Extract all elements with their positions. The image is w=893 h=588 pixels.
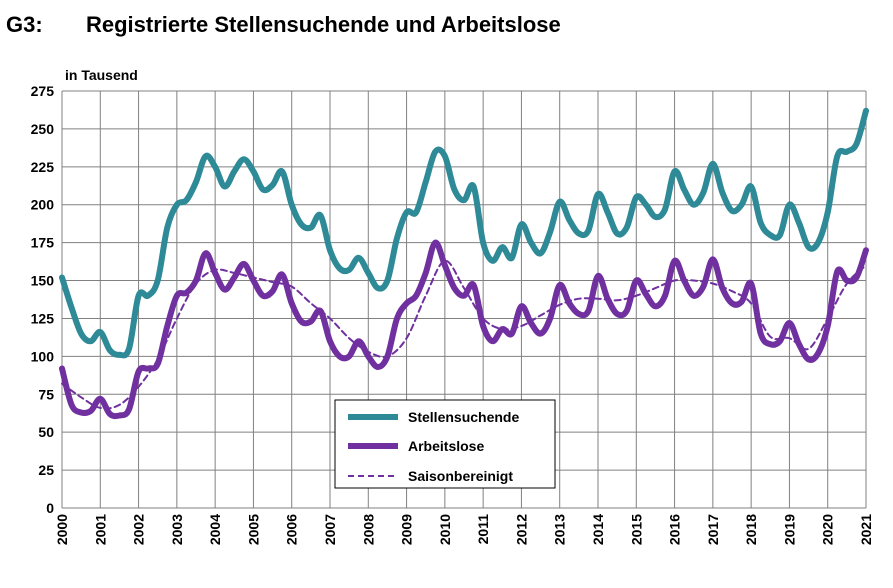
y-tick-labels: 0 25 50 75 100 125 150 175 200 225 250 275 bbox=[31, 83, 55, 516]
y-axis-unit-label: in Tausend bbox=[65, 67, 138, 83]
x-tick-label: 2004 bbox=[207, 514, 223, 545]
y-tick-label: 275 bbox=[31, 83, 55, 99]
x-tick-label: 2019 bbox=[781, 514, 797, 545]
series-line-saisonbereinigt bbox=[61, 259, 867, 410]
x-tick-label: 2011 bbox=[475, 514, 491, 545]
x-tick-label: 2002 bbox=[131, 514, 147, 545]
x-tick-label: 2008 bbox=[360, 514, 376, 545]
y-tick-label: 100 bbox=[31, 348, 55, 364]
x-tick-label: 2021 bbox=[858, 514, 874, 545]
y-tick-label: 150 bbox=[31, 273, 55, 289]
x-tick-label: 2017 bbox=[705, 514, 721, 545]
legend: Stellensuchende Arbeitslose Saisonberein… bbox=[334, 399, 556, 489]
y-tick-label: 0 bbox=[46, 500, 54, 516]
series-line-arbeitslose bbox=[59, 239, 869, 420]
x-tick-label: 2020 bbox=[820, 514, 836, 545]
series-lines bbox=[59, 107, 869, 420]
x-tick-labels: 2000 2001 2002 2003 2004 2005 2006 2007 2008 2009… bbox=[54, 514, 874, 545]
legend-label-arbeitslose: Arbeitslose bbox=[408, 438, 484, 454]
x-tick-label: 2000 bbox=[54, 514, 70, 545]
x-tick-label: 2003 bbox=[169, 514, 185, 545]
y-tick-label: 75 bbox=[38, 386, 54, 402]
y-tick-label: 25 bbox=[38, 462, 54, 478]
x-tick-label: 2009 bbox=[399, 514, 415, 545]
x-tick-label: 2005 bbox=[245, 514, 261, 545]
legend-label-stellensuchende: Stellensuchende bbox=[408, 409, 519, 425]
x-tick-label: 2015 bbox=[628, 514, 644, 545]
x-tick-label: 2016 bbox=[667, 514, 683, 545]
x-tick-label: 2006 bbox=[284, 514, 300, 545]
chart-header: G3: Registrierte Stellensuchende und Arbe… bbox=[6, 12, 561, 38]
x-tick-label: 2013 bbox=[552, 514, 568, 545]
chart-title: Registrierte Stellensuchende und Arbeits… bbox=[86, 12, 561, 37]
y-tick-label: 175 bbox=[31, 235, 55, 251]
x-tick-label: 2007 bbox=[322, 514, 338, 545]
legend-label-saisonbereinigt: Saisonbereinigt bbox=[408, 468, 513, 484]
y-tick-label: 50 bbox=[38, 424, 54, 440]
y-tick-label: 225 bbox=[31, 159, 55, 175]
figure-code: G3: bbox=[6, 12, 43, 37]
y-tick-label: 250 bbox=[31, 121, 55, 137]
y-tick-label: 125 bbox=[31, 310, 55, 326]
series-line-stellensuchende bbox=[59, 107, 869, 359]
y-tick-label: 200 bbox=[31, 197, 55, 213]
x-tick-label: 2018 bbox=[743, 514, 759, 545]
x-tick-label: 2014 bbox=[590, 514, 606, 545]
x-tick-label: 2012 bbox=[513, 514, 529, 545]
x-tick-label: 2010 bbox=[437, 514, 453, 545]
x-tick-label: 2001 bbox=[92, 514, 108, 545]
